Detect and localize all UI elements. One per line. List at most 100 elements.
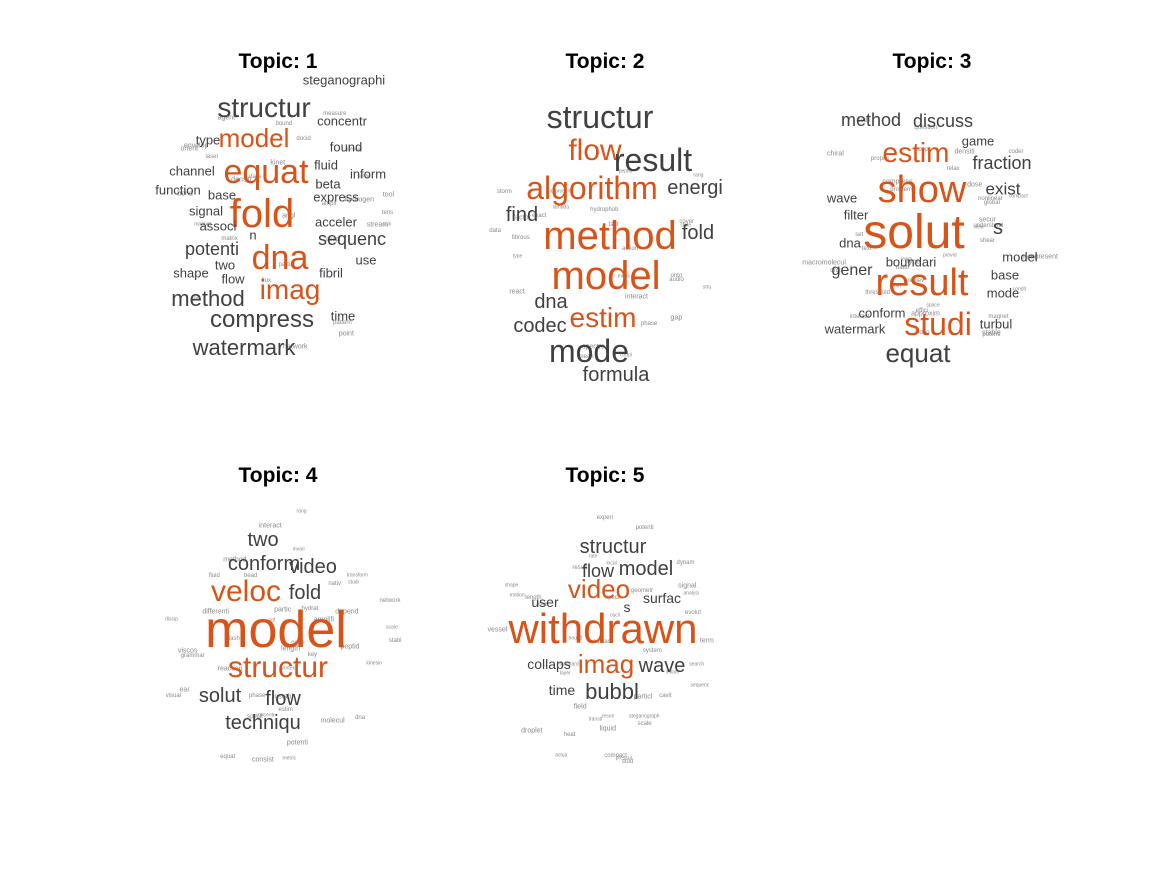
- word-method: method: [171, 288, 244, 310]
- minor-word-invari: invari: [293, 548, 305, 553]
- word-use: use: [356, 254, 377, 267]
- word-boundari: boundari: [886, 256, 937, 269]
- word-time: time: [549, 683, 575, 697]
- word-fluid: fluid: [314, 159, 338, 172]
- minor-word-network: network: [379, 598, 400, 604]
- word-express: express: [313, 191, 359, 204]
- minor-word-view: view: [974, 226, 984, 231]
- minor-word-ear: ear: [180, 686, 190, 693]
- word-result: result: [876, 264, 969, 302]
- word-s: s: [993, 218, 1003, 238]
- wordcloud-panel-topic-3: Topic: 3 understand nonlinear question set vi…: [782, 20, 1082, 380]
- word-collaps: collaps: [527, 657, 571, 671]
- minor-word-cavit: cavit: [659, 693, 671, 699]
- word-type: type: [196, 134, 221, 147]
- word-filter: filter: [844, 209, 869, 222]
- word-formula: formula: [583, 365, 650, 385]
- minor-word-tool: tool: [383, 191, 394, 198]
- word-model: model: [1002, 251, 1037, 264]
- word-estim: estim: [883, 139, 950, 167]
- minor-word-potenti: potenti: [636, 525, 654, 531]
- word-video: video: [289, 557, 337, 577]
- word-mode: mode: [549, 335, 629, 367]
- word-fold: fold: [682, 223, 714, 243]
- minor-word-stabl: stabl: [389, 638, 402, 644]
- minor-word-signal: signal: [678, 583, 696, 590]
- word-solut: solut: [199, 686, 241, 706]
- minor-word-experi: experi: [597, 515, 613, 521]
- minor-word-dose: dose: [967, 181, 982, 188]
- minor-word-potenti: potenti: [287, 739, 308, 746]
- word-time: time: [331, 310, 356, 323]
- word-solut: solut: [863, 209, 964, 257]
- word-function: function: [155, 184, 201, 197]
- minor-word-transform: transform: [347, 574, 368, 579]
- word-conform: conform: [859, 307, 906, 320]
- minor-word-liquid: liquid: [600, 726, 616, 733]
- minor-word-equat: equat: [220, 754, 235, 760]
- word-base: base: [991, 269, 1019, 282]
- minor-word-term: term: [700, 638, 714, 645]
- minor-word-phase: phase: [641, 321, 657, 327]
- minor-word-metric: metric: [282, 757, 296, 762]
- word-surfac: surfac: [643, 591, 681, 605]
- word-user: user: [531, 595, 558, 609]
- minor-word-vessel: vessel: [487, 627, 507, 634]
- minor-word-gap: gap: [671, 315, 683, 322]
- word-equat: equat: [223, 155, 308, 189]
- word-codec: codec: [513, 316, 566, 336]
- word-inform: inform: [350, 168, 386, 181]
- minor-word-scale: scale: [386, 625, 398, 630]
- minor-word-rang: rang: [296, 509, 306, 514]
- word-model: model: [205, 604, 347, 656]
- minor-word-type: type: [513, 254, 522, 259]
- word-energi: energi: [667, 178, 723, 198]
- word-dna: dna: [839, 237, 861, 250]
- word-flow: flow: [265, 689, 301, 709]
- minor-word-reson: reson: [602, 714, 615, 719]
- minor-word-droplet: droplet: [521, 728, 542, 735]
- minor-word-actua: actua: [555, 754, 567, 759]
- wordcloud-panel-topic-1: Topic: 1 stream tool envelop point docid press…: [128, 20, 428, 380]
- minor-word-motion: motion: [510, 593, 525, 598]
- word-find: find: [506, 205, 538, 225]
- word-gener: gener: [832, 263, 873, 279]
- wordcloud-panel-topic-5: Topic: 5 term signal geometr potenti stud stan…: [455, 434, 755, 794]
- word-exist: exist: [986, 181, 1021, 198]
- word-imag: imag: [260, 276, 321, 304]
- minor-word-global: global: [984, 200, 1000, 206]
- minor-word-search: search: [689, 663, 704, 668]
- word-fold: fold: [289, 583, 321, 603]
- word-n: n: [249, 229, 256, 242]
- word-acceler: acceler: [315, 216, 357, 229]
- minor-word-transit: transit: [589, 717, 603, 722]
- minor-word-viscos: viscos: [178, 648, 197, 655]
- word-steganographi: steganographi: [303, 74, 385, 87]
- word-concentr: concentr: [317, 115, 367, 128]
- minor-word-sequenc: sequenc: [690, 684, 709, 689]
- word-s: s: [624, 600, 631, 614]
- word-method: method: [543, 216, 676, 256]
- word-turbul: turbul: [980, 318, 1013, 331]
- word-mode: mode: [987, 287, 1020, 300]
- word-associ: associ: [200, 220, 237, 233]
- minor-word-fibrous: fibrous: [512, 235, 530, 241]
- minor-word-phase: phase: [249, 693, 265, 699]
- minor-word-dissip: dissip: [165, 617, 178, 622]
- minor-word-lambda: lambda: [553, 206, 569, 211]
- word-watermark: watermark: [193, 337, 296, 359]
- minor-word-point: point: [339, 330, 354, 337]
- word-compress: compress: [210, 308, 314, 332]
- minor-word-shape: shape: [505, 583, 519, 588]
- word-estim: estim: [570, 304, 637, 332]
- word-found: found: [330, 141, 363, 154]
- word-dna: dna: [252, 241, 309, 275]
- word-signal: signal: [189, 205, 223, 218]
- minor-word-spin: spin: [382, 223, 391, 228]
- minor-word-hydrophob: hydrophob: [590, 207, 618, 213]
- minor-word-data: data: [489, 228, 501, 234]
- word-wave: wave: [639, 656, 686, 676]
- word-cloud: stream tool envelop point docid pressur tens su…: [128, 20, 428, 380]
- minor-word-dna: dna: [355, 715, 365, 721]
